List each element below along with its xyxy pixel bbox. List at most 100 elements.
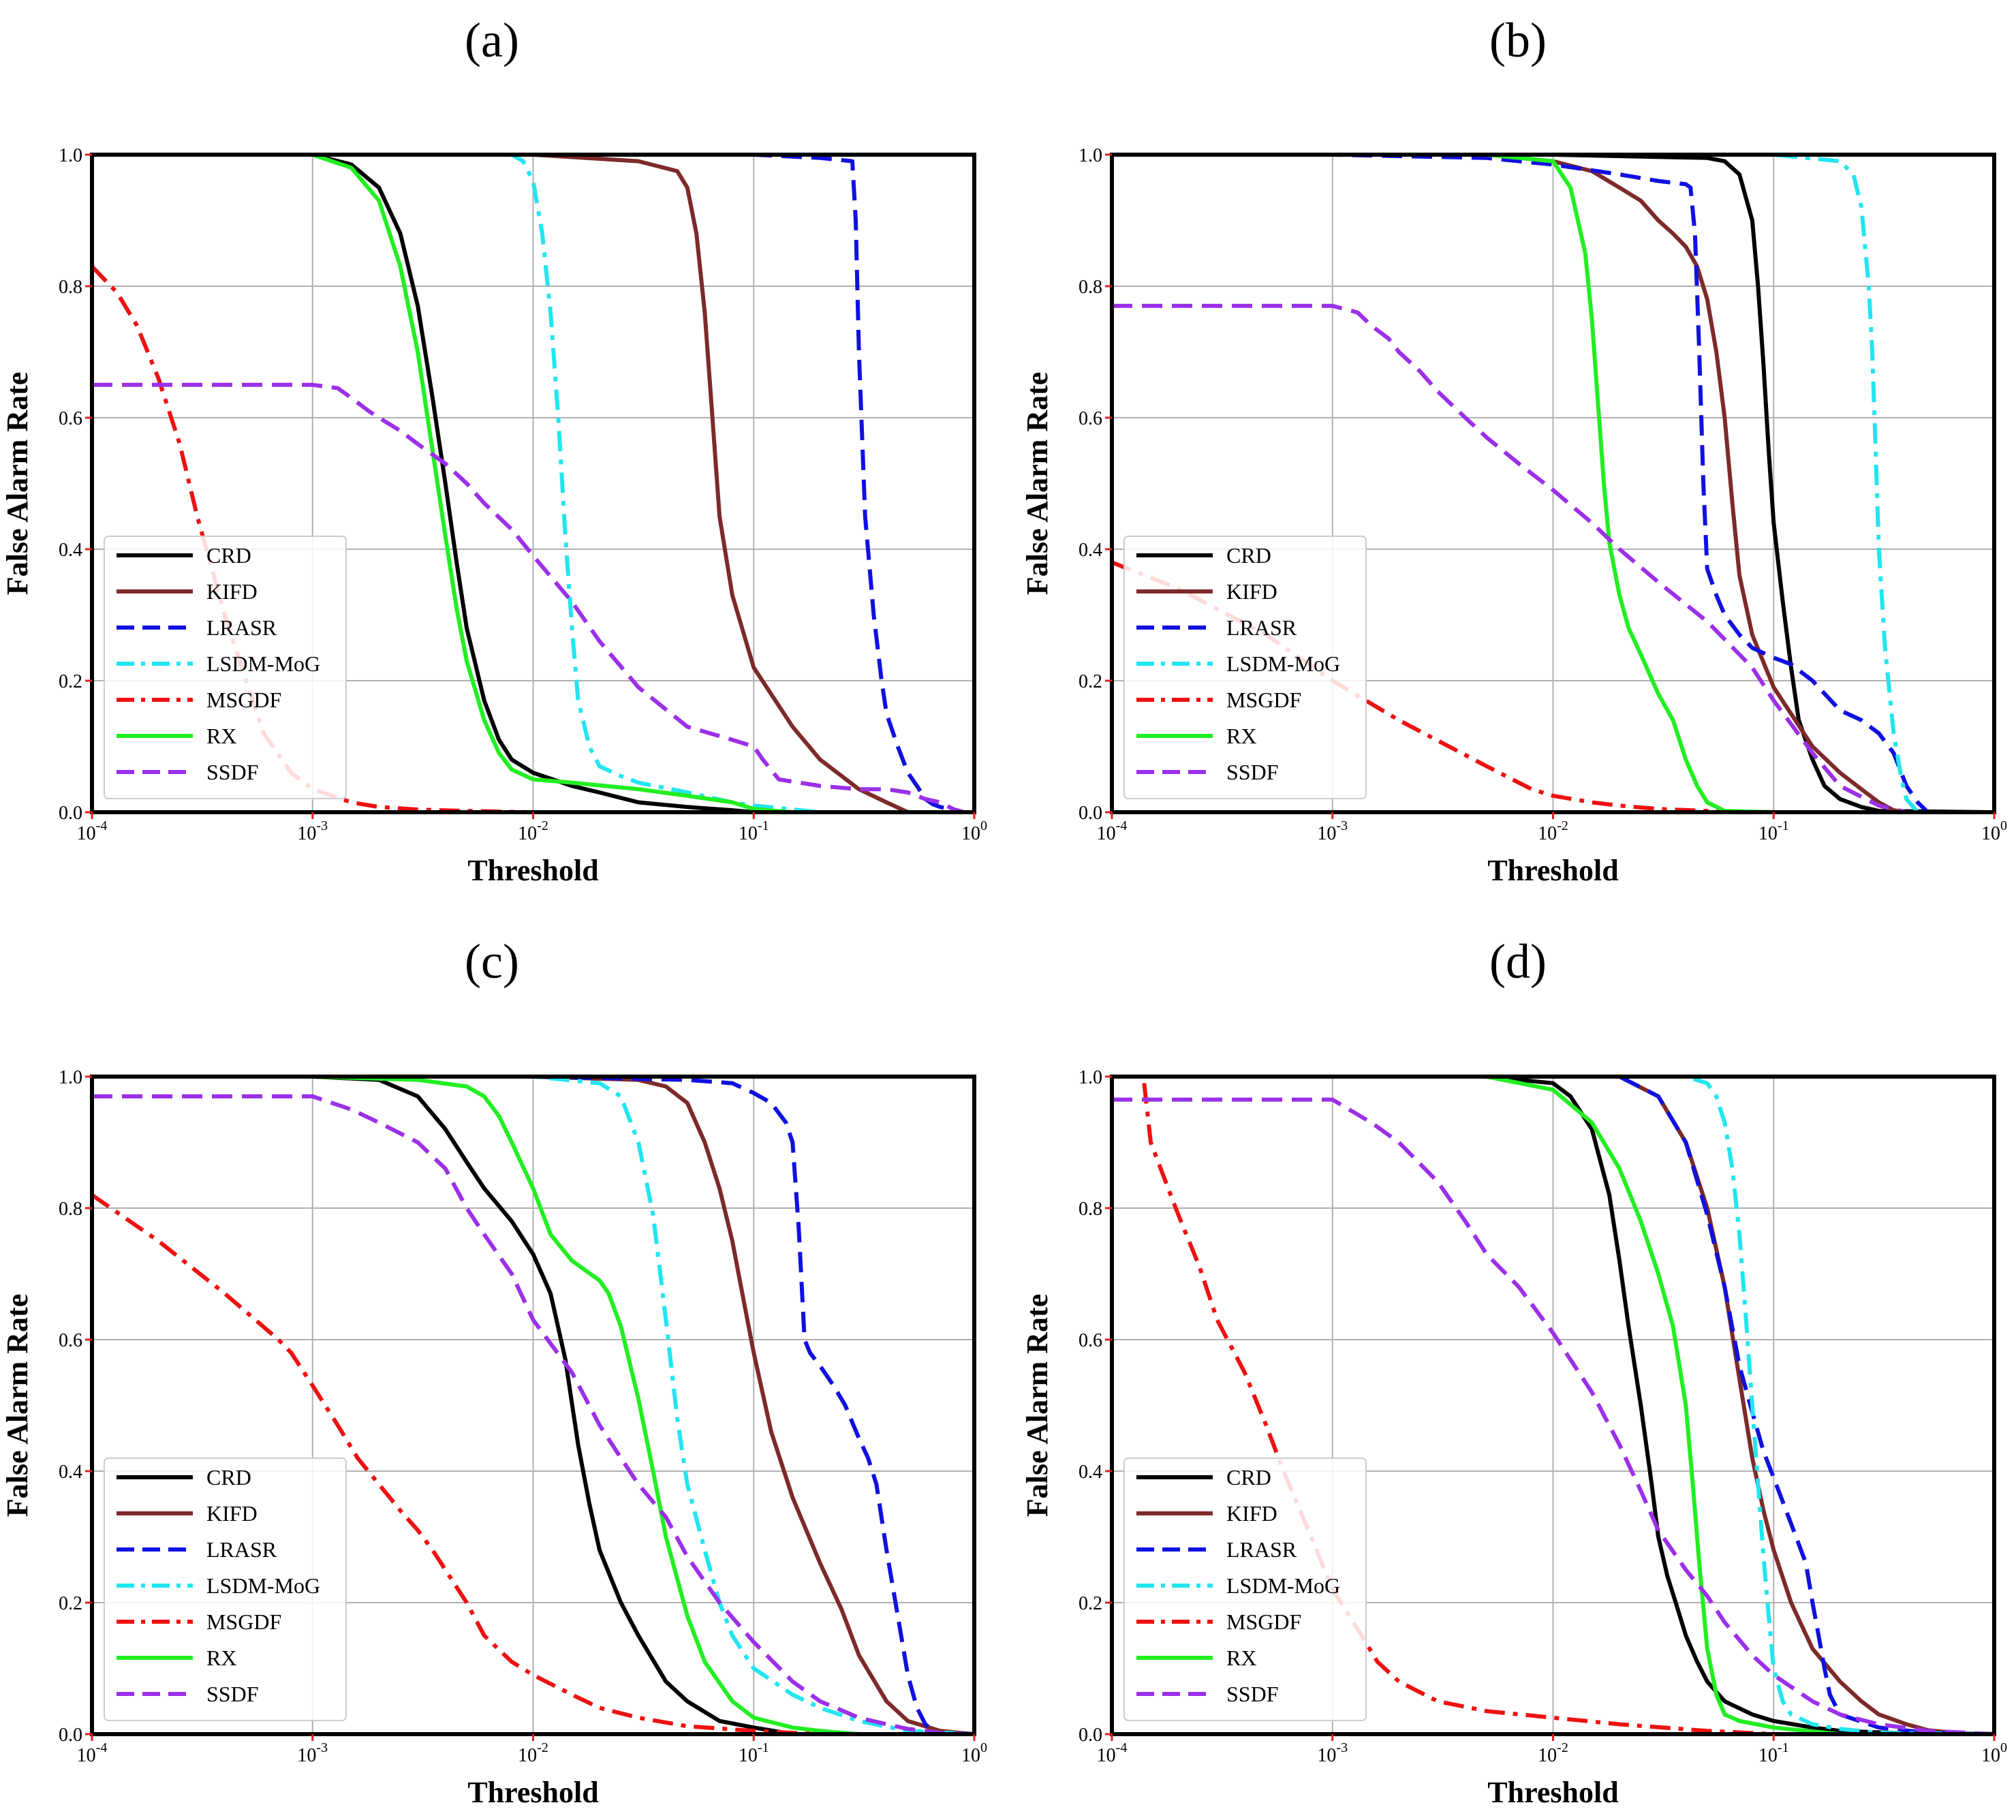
y-tick-label-b: 0.0	[1079, 803, 1102, 824]
x-tick-label-c: 10-3	[297, 1740, 328, 1766]
x-tick-label-c: 10-4	[77, 1740, 108, 1766]
y-tick-label-b: 0.8	[1079, 277, 1102, 298]
series-line-lsdm-mog-c	[92, 1077, 974, 1734]
y-tick-label-c: 0.4	[59, 1462, 82, 1483]
x-tick-label-d: 10-3	[1317, 1740, 1348, 1766]
legend-box-c	[104, 1457, 347, 1721]
legend-label-msgdf-d: MSGDF	[1226, 1609, 1301, 1634]
legend-label-ssdf-a: SSDF	[206, 760, 259, 784]
chart-c: 0.0 0.2 0.4 0.6 0.8 1.0 10-4 10-3 10-2 10-1 100 Thr…	[1, 1067, 987, 1809]
legend-label-lrasr-b: LRASR	[1226, 615, 1297, 640]
series-line-ssdf-a	[92, 382, 974, 812]
y-tick-label-b: 0.6	[1079, 408, 1102, 429]
series-line-kifd-a	[92, 155, 974, 812]
series-line-ssdf-b	[1112, 303, 1994, 812]
y-axis-title-a: False Alarm Rate	[1, 372, 34, 595]
legend-label-kifd-b: KIFD	[1226, 579, 1277, 604]
legend-label-lsdm-mog-a: LSDM-MoG	[206, 651, 320, 676]
x-tick-label-b: 100	[1981, 818, 2007, 844]
y-tick-label-a: 1.0	[59, 145, 82, 166]
legend-label-ssdf-c: SSDF	[206, 1682, 259, 1706]
legend-a: CRD KIFD LRASR LSDM-MoG MSGDF RX SSDF	[104, 536, 347, 799]
chart-b: 0.0 0.2 0.4 0.6 0.8 1.0 10-4 10-3 10-2 10-1 100 Thr…	[1021, 145, 2007, 887]
series-line-ssdf-c	[92, 1094, 974, 1734]
series-line-crd-b	[1112, 155, 1994, 812]
x-tick-label-a: 100	[961, 818, 987, 844]
panel-label-c: (c)	[465, 934, 519, 989]
series-line-rx-b	[1112, 155, 1994, 812]
legend-label-kifd-c: KIFD	[206, 1501, 258, 1526]
chart-a: 0.0 0.2 0.4 0.6 0.8 1.0 10-4 10-3 10-2 10-1 100 Thr…	[1, 145, 987, 887]
x-tick-label-a: 10-4	[77, 818, 108, 844]
y-tick-label-b: 0.4	[1079, 540, 1102, 561]
series-line-rx-d	[1112, 1077, 1994, 1734]
legend-label-lrasr-c: LRASR	[206, 1537, 277, 1562]
legend-label-kifd-d: KIFD	[1226, 1501, 1277, 1526]
y-tick-label-b: 1.0	[1079, 145, 1102, 166]
y-tick-label-c: 0.8	[59, 1199, 82, 1220]
y-tick-label-c: 0.6	[59, 1330, 82, 1351]
y-axis-title-b: False Alarm Rate	[1021, 372, 1054, 595]
x-tick-label-c: 100	[961, 1740, 987, 1766]
series-line-lrasr-d	[1112, 1077, 1994, 1734]
x-tick-label-a: 10-2	[518, 818, 548, 844]
panel-label-b: (b)	[1489, 13, 1547, 67]
x-tick-label-d: 10-1	[1758, 1740, 1789, 1766]
legend-label-msgdf-b: MSGDF	[1226, 688, 1301, 712]
series-line-crd-c	[92, 1077, 974, 1734]
y-tick-label-d: 0.4	[1079, 1462, 1102, 1483]
x-tick-label-c: 10-2	[518, 1740, 548, 1766]
y-tick-label-c: 1.0	[59, 1067, 82, 1088]
x-tick-label-b: 10-1	[1758, 818, 1789, 844]
legend-label-crd-c: CRD	[206, 1465, 251, 1490]
x-axis-title-a: Threshold	[467, 854, 598, 887]
x-tick-label-d: 10-4	[1097, 1740, 1128, 1766]
y-tick-label-a: 0.4	[59, 540, 82, 561]
series-line-lrasr-b	[1112, 155, 1994, 812]
legend-label-ssdf-b: SSDF	[1226, 760, 1279, 784]
legend-label-lrasr-a: LRASR	[206, 615, 277, 640]
legend-label-kifd-a: KIFD	[206, 579, 258, 604]
legend-label-rx-d: RX	[1226, 1646, 1256, 1670]
legend-label-msgdf-c: MSGDF	[206, 1609, 281, 1634]
x-tick-label-a: 10-3	[297, 818, 328, 844]
legend-label-ssdf-d: SSDF	[1226, 1682, 1279, 1706]
x-tick-label-b: 10-4	[1097, 818, 1128, 844]
series-line-lrasr-a	[92, 155, 974, 812]
y-tick-label-a: 0.8	[59, 277, 82, 298]
series-line-ssdf-d	[1112, 1097, 1994, 1734]
legend-label-lsdm-mog-c: LSDM-MoG	[206, 1573, 320, 1598]
series-line-msgdf-c	[92, 1193, 974, 1734]
series-line-kifd-c	[92, 1077, 974, 1734]
legend-label-crd-a: CRD	[206, 543, 251, 568]
y-axis-title-c: False Alarm Rate	[1, 1294, 34, 1517]
x-axis-title-b: Threshold	[1487, 854, 1618, 887]
legend-box-d	[1123, 1457, 1367, 1721]
legend-label-rx-c: RX	[206, 1646, 236, 1670]
x-axis-title-d: Threshold	[1487, 1776, 1618, 1809]
legend-c: CRD KIFD LRASR LSDM-MoG MSGDF RX SSDF	[104, 1457, 347, 1721]
legend-label-lsdm-mog-d: LSDM-MoG	[1226, 1573, 1340, 1598]
series-line-lrasr-c	[92, 1077, 974, 1734]
y-tick-label-d: 1.0	[1079, 1067, 1102, 1088]
legend-box-a	[104, 536, 347, 799]
series-line-rx-a	[92, 155, 974, 812]
y-tick-label-c: 0.0	[59, 1725, 82, 1746]
panel-label-a: (a)	[465, 13, 519, 67]
y-tick-label-d: 0.2	[1079, 1593, 1102, 1614]
y-tick-label-a: 0.0	[59, 803, 82, 824]
x-tick-label-b: 10-2	[1538, 818, 1568, 844]
series-line-rx-c	[92, 1077, 974, 1734]
legend-label-crd-d: CRD	[1226, 1465, 1271, 1490]
y-tick-label-d: 0.8	[1079, 1199, 1102, 1220]
y-tick-label-a: 0.2	[59, 671, 82, 692]
y-tick-label-b: 0.2	[1079, 671, 1102, 692]
legend-label-rx-b: RX	[1226, 724, 1256, 748]
legend-label-rx-a: RX	[206, 724, 236, 748]
series-line-kifd-b	[1112, 155, 1994, 812]
legend-label-crd-b: CRD	[1226, 543, 1271, 568]
legend-d: CRD KIFD LRASR LSDM-MoG MSGDF RX SSDF	[1123, 1457, 1367, 1721]
legend-box-b	[1123, 536, 1367, 799]
panel-label-d: (d)	[1489, 934, 1547, 989]
